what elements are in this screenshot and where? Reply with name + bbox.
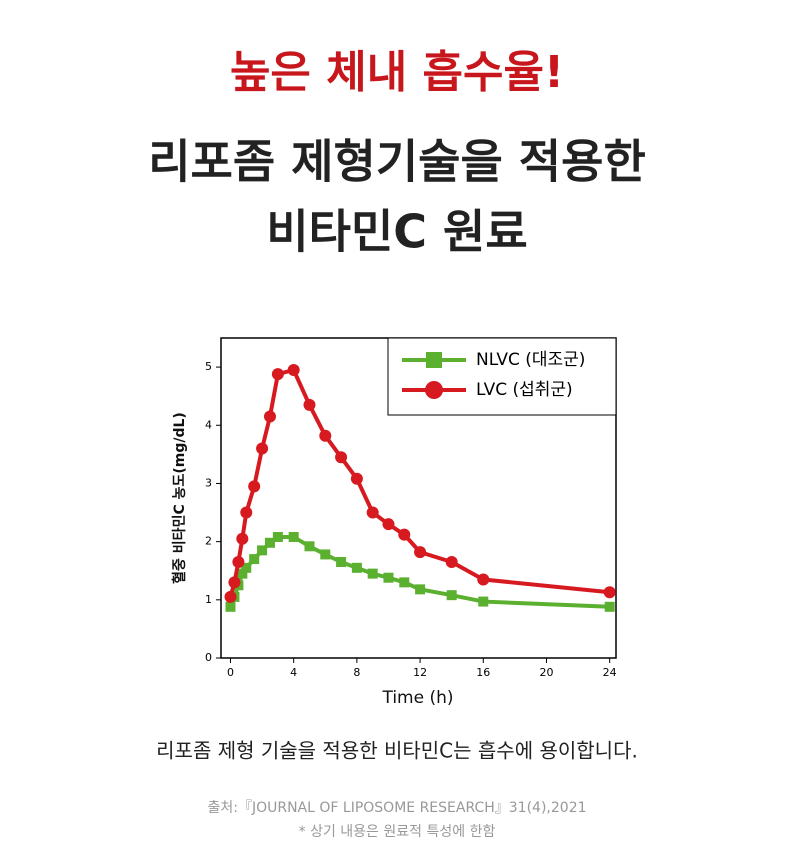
x-tick-label: 24	[603, 666, 617, 679]
legend-label: LVC (섭취군)	[476, 380, 573, 400]
marker	[249, 554, 260, 565]
marker	[241, 562, 252, 573]
marker	[263, 410, 276, 423]
marker	[398, 528, 411, 541]
x-tick-label: 12	[413, 666, 427, 679]
y-tick-label: 4	[205, 418, 212, 431]
marker	[603, 586, 616, 599]
marker	[426, 352, 442, 368]
marker	[604, 601, 615, 612]
marker	[303, 398, 316, 411]
highlight: 높은 체내 흡수율!	[230, 47, 564, 98]
x-tick-label: 16	[476, 666, 490, 679]
title: 리포좀 제형기술을 적용한	[148, 135, 646, 189]
marker	[224, 590, 237, 603]
marker	[256, 442, 269, 455]
marker	[445, 556, 458, 568]
x-tick-label: 8	[353, 666, 360, 679]
title: 비타민C 원료	[266, 205, 527, 259]
marker	[383, 572, 394, 583]
marker	[351, 562, 362, 573]
y-tick-label: 3	[205, 476, 212, 489]
legend: NLVC (대조군) LVC (섭취군)	[387, 337, 617, 416]
legend-box	[387, 337, 617, 416]
marker	[319, 429, 332, 442]
marker	[415, 584, 426, 595]
marker	[399, 577, 410, 588]
source: 출처:『JOURNAL OF LIPOSOME RESEARCH』31(4),2…	[207, 800, 586, 816]
marker	[366, 506, 379, 519]
y-tick-label: 5	[205, 360, 212, 373]
x-tick-label: 4	[290, 666, 297, 679]
legend-label: NLVC (대조군)	[476, 350, 585, 370]
marker	[304, 541, 315, 552]
marker	[248, 480, 261, 493]
marker	[478, 596, 489, 607]
marker	[335, 451, 348, 464]
marker	[271, 368, 284, 381]
marker	[367, 568, 378, 579]
marker	[264, 537, 275, 548]
marker	[257, 545, 268, 556]
marker	[425, 381, 443, 399]
marker	[288, 531, 299, 542]
marker	[446, 590, 457, 601]
marker	[350, 472, 363, 485]
marker	[225, 601, 236, 612]
y-tick-label: 1	[205, 593, 212, 606]
x-axis-label: Time (h)	[381, 688, 453, 708]
marker	[228, 576, 241, 589]
y-tick-label: 2	[205, 535, 212, 548]
marker	[477, 573, 490, 586]
x-tick-label: 20	[539, 666, 553, 679]
marker	[232, 556, 245, 568]
marker	[320, 549, 331, 560]
marker	[336, 557, 347, 567]
marker	[237, 568, 248, 579]
x-tick-label: 0	[227, 666, 234, 679]
marker	[414, 546, 427, 559]
note: * 상기 내용은 원료적 특성에 한함	[299, 824, 496, 840]
marker	[240, 506, 253, 519]
caption: 리포좀 제형 기술을 적용한 비타민C는 흡수에 용이합니다.	[156, 739, 638, 763]
marker	[272, 531, 283, 542]
y-tick-label: 0	[205, 651, 212, 664]
marker	[236, 532, 249, 545]
marker	[287, 364, 300, 376]
y-axis-label: 혈중 비타민C 농도(mg/dL)	[171, 412, 188, 584]
marker	[382, 518, 395, 531]
